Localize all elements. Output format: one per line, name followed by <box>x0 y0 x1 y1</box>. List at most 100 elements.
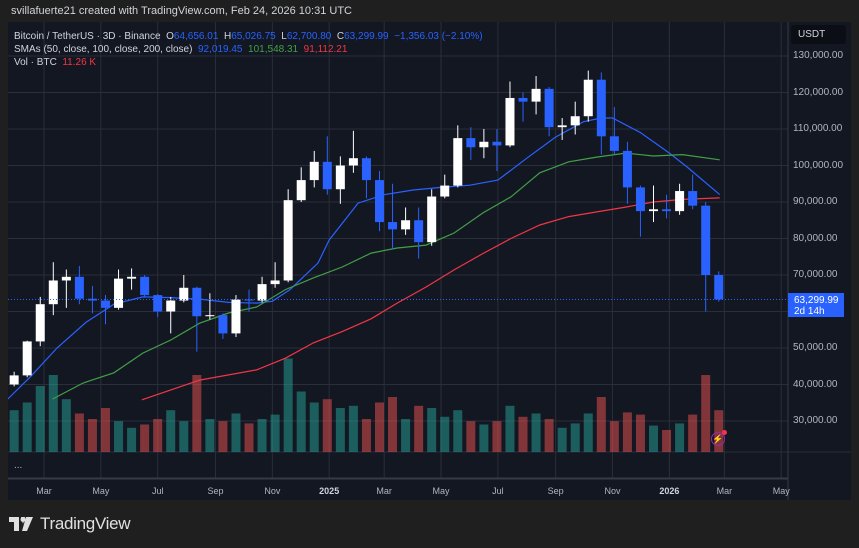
volume-bar <box>466 421 476 452</box>
candle-body <box>388 222 398 230</box>
volume-bar <box>9 410 19 452</box>
volume-bar <box>427 408 437 452</box>
candle-body <box>544 88 554 128</box>
candle-body <box>35 304 45 342</box>
volume-bar <box>35 386 45 452</box>
volume-bar <box>140 424 150 452</box>
candle-body <box>518 97 528 102</box>
volume-bar <box>100 408 110 452</box>
close-value: 63,299.99 <box>344 31 389 42</box>
time-tick-label: May <box>772 486 790 496</box>
candle-body <box>440 185 450 197</box>
volume-bar <box>557 427 567 452</box>
time-tick-label: Mar <box>36 486 52 496</box>
volume-bar <box>518 416 528 452</box>
volume-bar <box>166 410 176 452</box>
time-tick-label: Mar <box>376 486 392 496</box>
candle-body <box>322 161 332 190</box>
volume-bar <box>544 419 554 452</box>
candle-body <box>192 287 202 317</box>
more-pane-button[interactable]: ... <box>14 460 23 471</box>
volume-bar <box>609 421 619 452</box>
volume-bar <box>257 419 267 452</box>
volume-bar <box>401 419 411 452</box>
sma100-value: 101,548.31 <box>248 44 299 55</box>
price-tick-label: 50,000.00 <box>793 342 838 353</box>
candle-body <box>127 276 137 279</box>
volume-bar <box>231 413 241 452</box>
sma-label[interactable]: SMAs (50, close, 100, close, 200, close) <box>14 44 193 55</box>
time-tick-label: 2026 <box>659 486 680 496</box>
current-price-value: 63,299.99 <box>794 295 839 306</box>
candle-body <box>492 141 502 146</box>
low-value: 62,700.80 <box>286 31 332 42</box>
volume-bar <box>570 423 580 452</box>
candle-body <box>557 125 567 128</box>
volume-value: 11.26 K <box>62 57 97 68</box>
volume-bar <box>361 419 371 452</box>
price-tick-label: 80,000.00 <box>793 232 838 244</box>
candle-body <box>61 276 71 281</box>
candle-body <box>583 79 593 117</box>
volume-bar <box>701 375 711 452</box>
volume-bar <box>283 358 293 452</box>
volume-bar <box>153 419 163 452</box>
candle-body <box>531 88 541 102</box>
time-tick-label: Mar <box>716 486 733 496</box>
volume-label[interactable]: Vol · BTC <box>14 57 57 68</box>
candle-body <box>100 300 110 308</box>
time-tick-label: Sep <box>547 486 564 496</box>
time-tick-label: May <box>92 486 110 496</box>
volume-bar <box>335 408 345 452</box>
volume-bar <box>205 419 215 452</box>
volume-row: Vol · BTC 11.26 K <box>14 56 483 69</box>
change-value: −1,356.03 (−2.10%) <box>394 31 483 42</box>
volume-bar <box>505 405 515 452</box>
volume-bar <box>48 375 58 452</box>
candle-body <box>48 280 58 305</box>
candle-body <box>622 150 632 188</box>
volume-bar <box>22 402 32 452</box>
time-tick-label: Jul <box>492 486 504 496</box>
symbol-title[interactable]: Bitcoin / TetherUS · 3D · Binance <box>14 31 161 42</box>
candle-body <box>374 180 384 223</box>
candle-body <box>466 138 476 148</box>
volume-bar <box>492 421 502 452</box>
volume-bar <box>74 413 84 452</box>
volume-bar <box>296 391 306 452</box>
volume-bar <box>87 419 97 452</box>
price-tick-label: 30,000.00 <box>793 415 838 426</box>
candle-body <box>635 187 645 212</box>
volume-bar <box>192 375 202 452</box>
candle-body <box>414 220 424 243</box>
sma-line-sma200 <box>141 197 720 401</box>
candle-body <box>257 284 267 301</box>
candle-body <box>348 158 358 166</box>
candle-body <box>231 299 241 334</box>
candle-body <box>270 280 280 285</box>
volume-bar <box>348 405 358 452</box>
volume-bar <box>583 413 593 452</box>
time-tick-label: Jul <box>151 486 164 496</box>
open-value: 64,656.01 <box>173 31 219 42</box>
candle-body <box>153 295 163 312</box>
candle-body <box>296 180 306 201</box>
candle-body <box>140 276 150 296</box>
price-tick-label: 110,000.00 <box>793 123 843 134</box>
currency-button[interactable]: USDT <box>791 25 846 44</box>
volume-bar <box>388 397 398 452</box>
volume-bar <box>714 410 724 452</box>
time-tick-label: Nov <box>604 486 621 496</box>
candle-body <box>361 158 371 181</box>
sma200-value: 91,112.21 <box>303 44 348 55</box>
volume-bar <box>479 424 489 452</box>
candle-body <box>166 300 176 312</box>
lightning-alert-icon[interactable]: ⚡ <box>711 430 727 446</box>
volume-bar <box>322 399 332 452</box>
candle-body <box>114 278 124 308</box>
volume-bar <box>244 423 254 452</box>
candle-body <box>309 161 319 181</box>
current-price-label: 63,299.99 2d 14h <box>788 293 844 317</box>
candle-body <box>453 138 463 186</box>
